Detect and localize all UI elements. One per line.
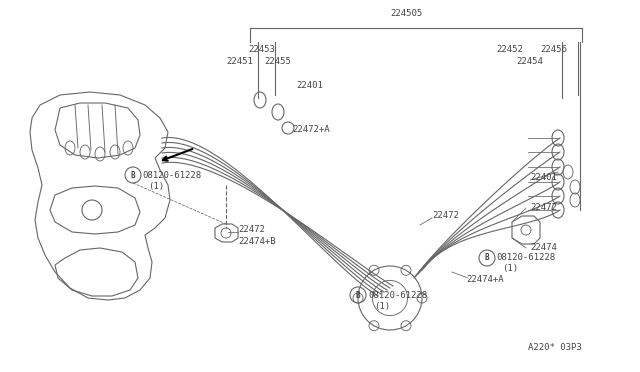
Text: 22474+A: 22474+A bbox=[466, 276, 504, 285]
Text: 22474: 22474 bbox=[530, 244, 557, 253]
Text: 22455: 22455 bbox=[264, 57, 291, 65]
Text: 22401: 22401 bbox=[530, 173, 557, 183]
Text: (1): (1) bbox=[148, 182, 164, 190]
Text: 22452: 22452 bbox=[496, 45, 523, 55]
Text: 08120-61228: 08120-61228 bbox=[496, 253, 555, 263]
Text: 08120-61228: 08120-61228 bbox=[142, 170, 201, 180]
Text: (1): (1) bbox=[374, 301, 390, 311]
Text: 22401: 22401 bbox=[296, 81, 323, 90]
Text: 22456: 22456 bbox=[540, 45, 567, 55]
Text: 22454: 22454 bbox=[516, 57, 543, 65]
Text: B: B bbox=[356, 291, 360, 299]
Text: 22474+B: 22474+B bbox=[238, 237, 276, 247]
Text: 22472+A: 22472+A bbox=[292, 125, 330, 135]
Text: 22453: 22453 bbox=[248, 45, 275, 55]
Text: (1): (1) bbox=[502, 263, 518, 273]
Text: 22472: 22472 bbox=[432, 211, 459, 219]
Text: 22451: 22451 bbox=[226, 57, 253, 65]
Text: B: B bbox=[131, 170, 135, 180]
Text: 08120-61228: 08120-61228 bbox=[368, 291, 427, 299]
Text: B: B bbox=[484, 253, 490, 263]
Text: 22472: 22472 bbox=[238, 225, 265, 234]
Text: A220* 03P3: A220* 03P3 bbox=[528, 343, 582, 353]
Text: 22472: 22472 bbox=[530, 203, 557, 212]
Text: 224505: 224505 bbox=[390, 10, 422, 19]
